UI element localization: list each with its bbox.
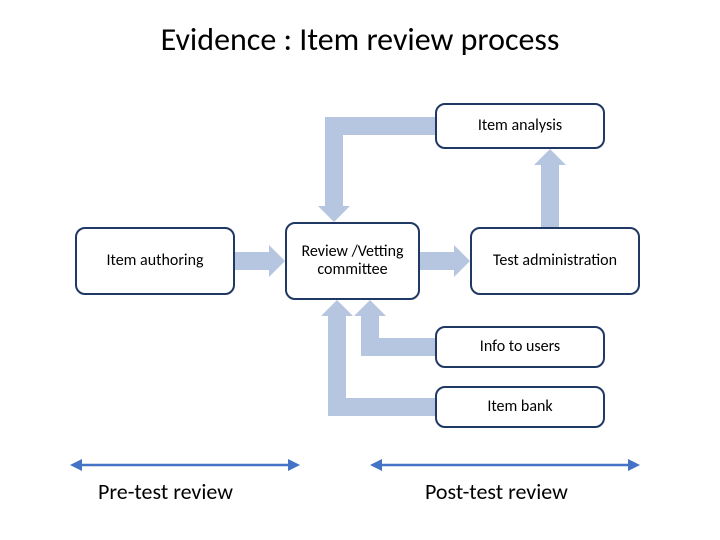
node-label: Review /Vetting committee [295,243,410,280]
node-label: Item analysis [478,117,562,135]
node-label: Test administration [493,252,617,270]
slide-title: Evidence : Item review process [60,20,660,59]
label-pre-test: Pre-test review [98,478,233,505]
node-label: Item authoring [106,252,203,270]
node-label: Info to users [480,338,560,356]
node-info-to-users: Info to users [435,326,605,368]
node-item-authoring: Item authoring [75,227,235,295]
node-item-bank: Item bank [435,386,605,428]
slide: Evidence : Item review process Item anal… [0,0,720,540]
label-post-test: Post-test review [425,478,568,505]
node-label: Item bank [487,398,552,416]
node-test-administration: Test administration [470,227,640,295]
node-item-analysis: Item analysis [435,103,605,149]
node-review-committee: Review /Vetting committee [285,222,420,300]
